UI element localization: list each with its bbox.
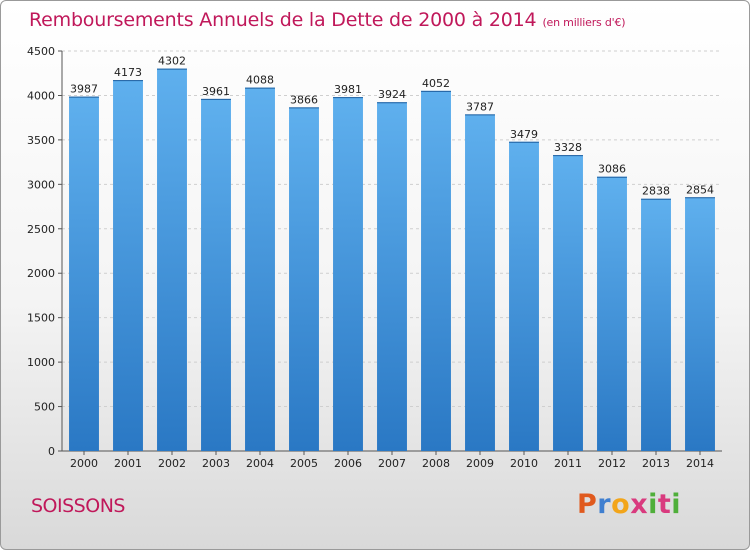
bar-2000 xyxy=(69,96,99,451)
bar-value-label: 3961 xyxy=(202,85,230,98)
y-tick-label: 2000 xyxy=(27,267,55,280)
bar-2012 xyxy=(597,176,627,451)
x-tick-label: 2014 xyxy=(686,457,714,470)
bar-2003 xyxy=(201,98,231,452)
x-tick-label: 2009 xyxy=(466,457,494,470)
x-tick-label: 2010 xyxy=(510,457,538,470)
y-tick-label: 4500 xyxy=(27,45,55,58)
x-tick-label: 2000 xyxy=(70,457,98,470)
bar-2006 xyxy=(333,97,363,451)
y-tick-label: 3000 xyxy=(27,178,55,191)
y-tick-label: 2500 xyxy=(27,223,55,236)
logo-letter: x xyxy=(630,489,649,520)
x-tick-label: 2002 xyxy=(158,457,186,470)
bar-2008 xyxy=(421,90,451,452)
proxiti-logo: Proxiti xyxy=(577,489,681,520)
logo-letter: P xyxy=(577,489,598,520)
logo-letter: i xyxy=(671,489,682,520)
y-tick-label: 0 xyxy=(48,445,55,458)
x-tick-label: 2013 xyxy=(642,457,670,470)
bar-value-label: 2838 xyxy=(642,185,670,198)
bar-2013 xyxy=(641,198,671,451)
x-tick-label: 2012 xyxy=(598,457,626,470)
logo-letter: r xyxy=(597,489,612,520)
x-tick-label: 2007 xyxy=(378,457,406,470)
bar-2002 xyxy=(157,68,187,451)
x-tick-labels: 2000 2001 2002 2003 2004 2005 2006 2007 2008 2009… xyxy=(70,457,714,470)
logo-letter: i xyxy=(648,489,658,520)
city-name: SOISSONS xyxy=(31,495,125,517)
bar-value-label: 3924 xyxy=(378,88,406,101)
logo-letter: o xyxy=(611,489,631,520)
bar-2004 xyxy=(245,87,275,451)
bar-value-label: 4052 xyxy=(422,77,450,90)
bar-value-label: 3086 xyxy=(598,163,626,176)
bar-value-label: 4173 xyxy=(114,66,142,79)
chart-title: Remboursements Annuels de la Dette de 20… xyxy=(29,9,626,31)
x-tick-label: 2001 xyxy=(114,457,142,470)
y-tick-label: 1500 xyxy=(27,312,55,325)
y-tick-label: 500 xyxy=(34,401,55,414)
bars: 3987 4173 4302 3961 4088 3866 3981 3924 4052 3787… xyxy=(69,55,715,452)
y-tick-labels: 0 500 1000 1500 2000 2500 3000 3500 4000 4500 xyxy=(27,45,55,458)
bar-value-label: 3987 xyxy=(70,83,98,96)
x-tick-label: 2004 xyxy=(246,457,274,470)
x-tick-label: 2008 xyxy=(422,457,450,470)
bar-value-label: 3787 xyxy=(466,100,494,113)
bar-2011 xyxy=(553,155,583,451)
bar-2009 xyxy=(465,114,495,451)
x-tick-label: 2005 xyxy=(290,457,318,470)
chart-subtitle: (en milliers d'€) xyxy=(542,16,626,29)
bar-value-label: 4088 xyxy=(246,74,274,87)
bar-value-label: 2854 xyxy=(686,183,714,196)
y-tick-label: 1000 xyxy=(27,356,55,369)
bar-value-label: 3981 xyxy=(334,83,362,96)
bar-2005 xyxy=(289,107,319,451)
x-tick-label: 2006 xyxy=(334,457,362,470)
bar-value-label: 3479 xyxy=(510,128,538,141)
x-tick-label: 2011 xyxy=(554,457,582,470)
bar-value-label: 3328 xyxy=(554,141,582,154)
x-tick-label: 2003 xyxy=(202,457,230,470)
bar-2014 xyxy=(685,197,715,451)
bar-value-label: 4302 xyxy=(158,55,186,68)
chart-title-text: Remboursements Annuels de la Dette de 20… xyxy=(29,9,537,31)
bar-2010 xyxy=(509,141,539,451)
y-tick-label: 3500 xyxy=(27,134,55,147)
logo-letter: t xyxy=(657,489,672,520)
y-tick-label: 4000 xyxy=(27,89,55,102)
bar-2007 xyxy=(377,102,407,451)
bar-2001 xyxy=(113,80,143,452)
bar-value-label: 3866 xyxy=(290,93,318,106)
